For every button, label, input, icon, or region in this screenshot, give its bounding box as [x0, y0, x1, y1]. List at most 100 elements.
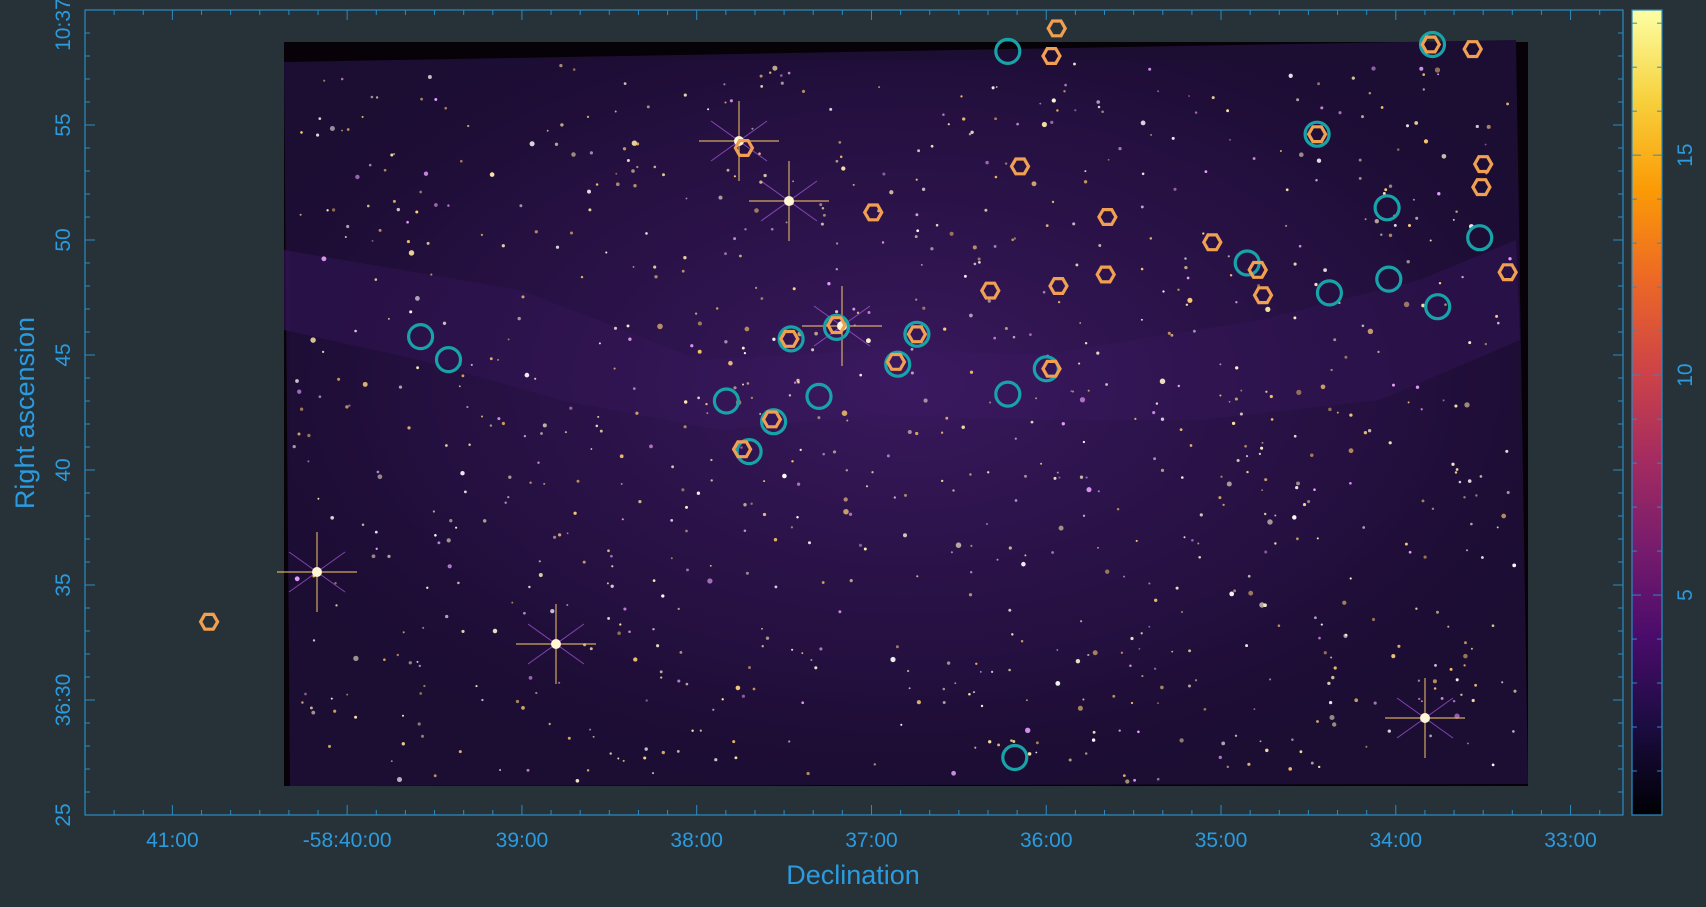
star: [733, 237, 737, 241]
star: [970, 130, 974, 134]
star: [744, 326, 750, 332]
star: [1434, 664, 1437, 667]
star: [1260, 446, 1264, 450]
star: [659, 670, 663, 674]
star: [524, 372, 530, 378]
star: [1148, 67, 1152, 71]
star: [334, 581, 337, 585]
star: [889, 190, 894, 195]
star: [796, 482, 801, 486]
source-circle-marker: [994, 380, 1022, 408]
star: [1245, 644, 1249, 648]
star: [1058, 476, 1061, 479]
star: [427, 75, 432, 79]
star: [1012, 740, 1016, 743]
star: [1461, 275, 1464, 279]
star: [580, 275, 584, 279]
star: [1371, 66, 1376, 71]
star: [470, 363, 473, 366]
star: [1279, 150, 1282, 152]
colorbar-gradient: [1631, 9, 1663, 816]
star: [1051, 98, 1056, 103]
star: [1035, 741, 1039, 745]
star: [685, 529, 688, 533]
star: [529, 141, 535, 147]
star: [1087, 653, 1090, 657]
star: [398, 385, 403, 389]
star: [1293, 316, 1297, 320]
x-tick-label: 41:00: [146, 829, 199, 852]
star: [990, 670, 994, 674]
star: [916, 700, 922, 705]
star: [1252, 157, 1256, 160]
star: [1120, 651, 1124, 654]
star: [1454, 404, 1458, 408]
source-hexagon-marker: [1247, 260, 1269, 279]
star: [570, 231, 573, 235]
star: [426, 241, 430, 245]
star: [886, 454, 890, 458]
source-circle-marker: [994, 37, 1022, 66]
star: [1041, 121, 1047, 128]
source-hexagon-marker: [1041, 47, 1062, 65]
star: [917, 149, 921, 153]
star: [353, 655, 359, 662]
star: [1150, 133, 1153, 136]
star: [1087, 389, 1090, 392]
star: [670, 557, 673, 560]
star: [772, 65, 778, 71]
star: [1419, 66, 1424, 71]
source-hexagon-marker: [731, 440, 753, 459]
star: [586, 115, 590, 119]
star: [1299, 750, 1303, 754]
star: [1269, 394, 1273, 399]
star: [1465, 549, 1469, 552]
star: [1057, 300, 1061, 304]
star: [632, 387, 636, 390]
star: [327, 744, 332, 748]
star: [1012, 335, 1016, 339]
star: [699, 729, 702, 732]
star: [1512, 730, 1515, 733]
star: [856, 311, 860, 314]
star: [1508, 257, 1512, 261]
star: [354, 715, 358, 719]
star: [590, 448, 593, 450]
star: [1265, 306, 1271, 313]
star: [1179, 428, 1183, 432]
star: [1328, 407, 1332, 412]
star: [1082, 514, 1086, 517]
source-hexagon-marker: [1041, 359, 1062, 378]
star: [746, 382, 750, 385]
star: [449, 519, 453, 523]
star: [1367, 429, 1372, 433]
star: [1219, 394, 1222, 397]
star: [626, 159, 630, 162]
star: [407, 426, 411, 430]
source-hexagon-marker: [1095, 265, 1117, 284]
star: [546, 129, 549, 132]
star: [1024, 554, 1027, 557]
star: [408, 661, 412, 665]
star: [733, 386, 737, 390]
star: [455, 526, 458, 529]
star: [977, 257, 981, 261]
x-tick-label: 37:00: [845, 829, 898, 852]
star: [1491, 763, 1495, 767]
star: [1285, 188, 1289, 192]
star: [1433, 687, 1437, 690]
star: [1436, 610, 1439, 614]
star: [733, 175, 736, 178]
star: [994, 117, 997, 121]
star: [718, 195, 723, 200]
star: [801, 701, 805, 705]
star: [1431, 507, 1435, 510]
star: [1475, 124, 1479, 129]
star: [721, 698, 724, 701]
star: [1362, 526, 1366, 529]
star: [1239, 412, 1243, 416]
star: [406, 240, 410, 244]
star: [1310, 453, 1314, 458]
star: [1421, 303, 1425, 308]
